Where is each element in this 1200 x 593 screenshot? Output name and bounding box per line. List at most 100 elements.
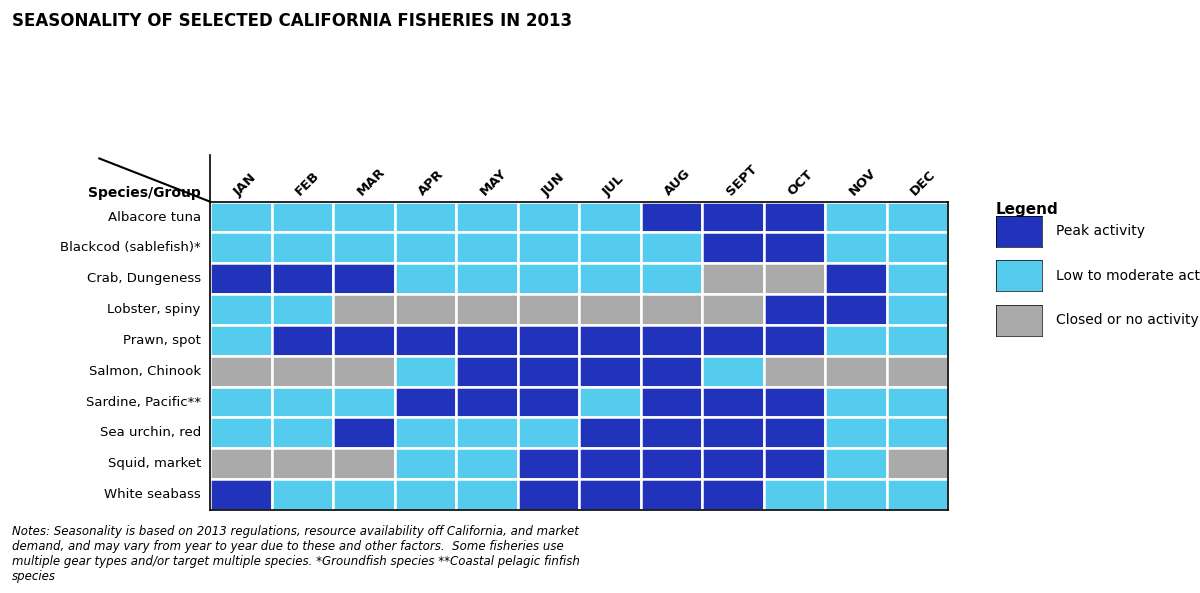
Bar <box>580 202 641 232</box>
Text: MAR: MAR <box>354 165 388 199</box>
Bar <box>517 448 580 479</box>
Bar <box>887 417 948 448</box>
Text: Low to moderate activity: Low to moderate activity <box>1056 269 1200 283</box>
Bar <box>334 448 395 479</box>
Bar <box>826 417 887 448</box>
Bar <box>456 232 517 263</box>
Text: NOV: NOV <box>846 167 878 199</box>
Bar <box>702 356 763 387</box>
Bar <box>763 417 826 448</box>
Bar <box>887 232 948 263</box>
Bar <box>641 202 702 232</box>
Bar <box>210 417 271 448</box>
Bar <box>210 356 271 387</box>
Text: APR: APR <box>416 168 446 199</box>
Bar <box>395 263 456 294</box>
Bar <box>763 387 826 417</box>
Bar <box>702 263 763 294</box>
Bar <box>210 325 271 356</box>
Bar <box>763 448 826 479</box>
Text: SEASONALITY OF SELECTED CALIFORNIA FISHERIES IN 2013: SEASONALITY OF SELECTED CALIFORNIA FISHE… <box>12 12 572 30</box>
Bar <box>641 356 702 387</box>
Bar <box>334 479 395 510</box>
Bar <box>702 294 763 325</box>
Bar <box>517 356 580 387</box>
Bar <box>887 479 948 510</box>
Bar <box>456 202 517 232</box>
Bar <box>210 294 271 325</box>
Bar <box>763 294 826 325</box>
Text: Blackcod (sablefish)*: Blackcod (sablefish)* <box>60 241 200 254</box>
Bar <box>517 479 580 510</box>
Bar <box>826 263 887 294</box>
Bar <box>887 294 948 325</box>
Bar <box>456 356 517 387</box>
Text: JUN: JUN <box>539 170 568 199</box>
Text: Closed or no activity: Closed or no activity <box>1056 313 1199 327</box>
Bar <box>763 325 826 356</box>
Bar <box>826 356 887 387</box>
Bar <box>887 387 948 417</box>
Bar <box>456 294 517 325</box>
Bar <box>334 232 395 263</box>
Bar <box>271 232 334 263</box>
Bar <box>334 202 395 232</box>
Bar <box>580 356 641 387</box>
Bar <box>641 325 702 356</box>
Bar <box>580 232 641 263</box>
Text: JAN: JAN <box>232 171 259 199</box>
Bar <box>334 263 395 294</box>
Text: FEB: FEB <box>293 169 323 199</box>
Bar <box>517 294 580 325</box>
Bar <box>826 232 887 263</box>
Bar <box>395 356 456 387</box>
Text: Sardine, Pacific**: Sardine, Pacific** <box>85 396 200 409</box>
Bar <box>641 417 702 448</box>
Bar <box>334 387 395 417</box>
Bar <box>334 356 395 387</box>
Bar <box>271 448 334 479</box>
Bar <box>580 417 641 448</box>
Bar <box>456 263 517 294</box>
Bar <box>580 387 641 417</box>
Bar <box>271 263 334 294</box>
Bar <box>580 263 641 294</box>
Bar <box>210 387 271 417</box>
Bar <box>334 294 395 325</box>
Bar <box>456 448 517 479</box>
Text: Crab, Dungeness: Crab, Dungeness <box>86 272 200 285</box>
Text: Prawn, spot: Prawn, spot <box>122 334 200 347</box>
Text: Salmon, Chinook: Salmon, Chinook <box>89 365 200 378</box>
Bar <box>702 479 763 510</box>
Bar <box>763 356 826 387</box>
Bar <box>271 294 334 325</box>
Bar <box>456 387 517 417</box>
Bar <box>702 448 763 479</box>
Bar <box>763 202 826 232</box>
Bar <box>826 448 887 479</box>
Bar <box>210 479 271 510</box>
Text: Albacore tuna: Albacore tuna <box>108 211 200 224</box>
Text: DEC: DEC <box>908 168 938 199</box>
Bar <box>826 387 887 417</box>
Bar <box>395 448 456 479</box>
Bar <box>517 325 580 356</box>
Bar <box>887 325 948 356</box>
Bar <box>580 479 641 510</box>
Bar <box>395 479 456 510</box>
Text: Legend: Legend <box>996 202 1058 216</box>
Bar <box>210 263 271 294</box>
Bar <box>271 417 334 448</box>
Bar <box>210 448 271 479</box>
Bar <box>641 387 702 417</box>
Bar <box>641 448 702 479</box>
Bar <box>887 263 948 294</box>
Bar <box>826 294 887 325</box>
Bar <box>517 387 580 417</box>
Bar <box>580 325 641 356</box>
Bar <box>763 263 826 294</box>
Text: Lobster, spiny: Lobster, spiny <box>108 303 200 316</box>
Bar <box>580 448 641 479</box>
Text: Notes: Seasonality is based on 2013 regulations, resource availability off Calif: Notes: Seasonality is based on 2013 regu… <box>12 525 580 583</box>
Text: Peak activity: Peak activity <box>1056 224 1145 238</box>
